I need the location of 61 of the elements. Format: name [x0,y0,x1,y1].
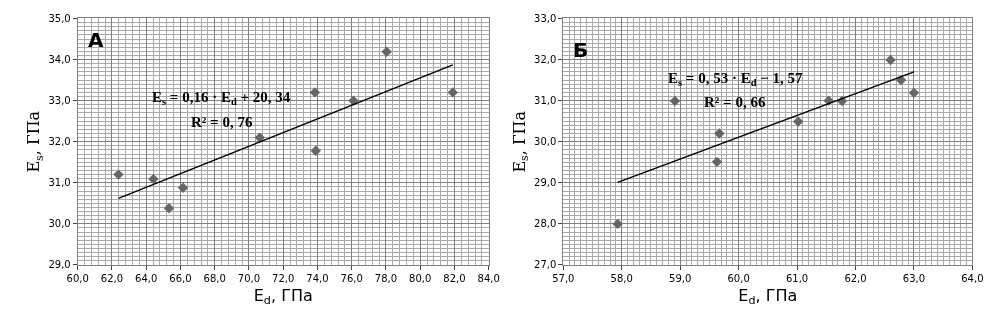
x-tick-label: 66,0 [169,272,192,284]
x-tick-label: 72,0 [272,272,295,284]
y-tick-label: 30,0 [48,218,71,230]
annotation: R² = 0, 66 [704,94,766,110]
y-tick-label: 32,0 [534,54,557,66]
y-tick-label: 27,0 [534,259,557,271]
point [254,132,265,143]
x-axis-title: E$_{d}$, ГПа [253,285,313,308]
point [113,169,124,180]
point [793,116,804,127]
x-tick-label: 74,0 [306,272,329,284]
y-tick-label: 34,0 [48,54,71,66]
annotation: А [88,28,104,52]
point [714,128,725,139]
y-tick-label: 30,0 [534,136,557,148]
x-tick-label: 84,0 [477,272,500,284]
x-tick-label: 82,0 [443,272,466,284]
y-tick-label: 28,0 [534,218,557,230]
x-tick-label: 62,0 [100,272,124,284]
x-tick-label: 64,0 [961,272,984,284]
point [711,156,723,168]
x-tick-label: 68,0 [203,272,226,284]
point [669,95,681,107]
point [310,145,321,156]
x-tick-label: 58,0 [610,272,633,284]
point [309,87,321,98]
y-tick-label: 33,0 [534,12,557,24]
annotation: R² = 0, 76 [191,114,253,130]
x-tick-label: 60,0 [66,272,89,284]
x-tick-label: 78,0 [374,272,398,284]
y-tick-label: 33,0 [48,95,71,107]
x-tick-label: 76,0 [340,272,363,284]
point [177,182,189,193]
y-tick-label: 29,0 [534,177,557,189]
x-tick-label: 80,0 [409,272,432,284]
x-tick-label: 64,0 [135,272,158,284]
x-tick-label: 59,0 [669,272,692,284]
x-axis-title: E$_{d}$, ГПа [738,285,798,308]
y-tick-label: 31,0 [48,177,71,189]
point [148,173,159,185]
annotation: E$_{s}$ = 0,16 · E$_{d}$ + 20, 34 [152,89,291,108]
point [895,74,907,86]
y-tick-label: 31,0 [534,95,557,107]
point [381,46,392,57]
point [885,54,896,66]
x-tick-label: 62,0 [844,272,867,284]
x-tick-label: 60,0 [727,272,750,284]
point [447,87,458,98]
x-tick-label: 57,0 [552,272,575,284]
annotation: Б [573,38,589,62]
annotation: E$_{s}$ = 0, 53 · E$_{d}$ − 1, 57 [668,70,804,89]
y-tick-label: 29,0 [48,259,71,271]
x-tick-label: 61,0 [785,272,809,284]
point [908,87,920,99]
y-tick-label: 32,0 [48,136,71,148]
x-tick-label: 70,0 [237,272,261,284]
point [612,218,623,230]
x-tick-label: 63,0 [902,272,926,284]
point [348,95,359,106]
y-tick-label: 35,0 [48,12,71,24]
point [163,203,175,214]
